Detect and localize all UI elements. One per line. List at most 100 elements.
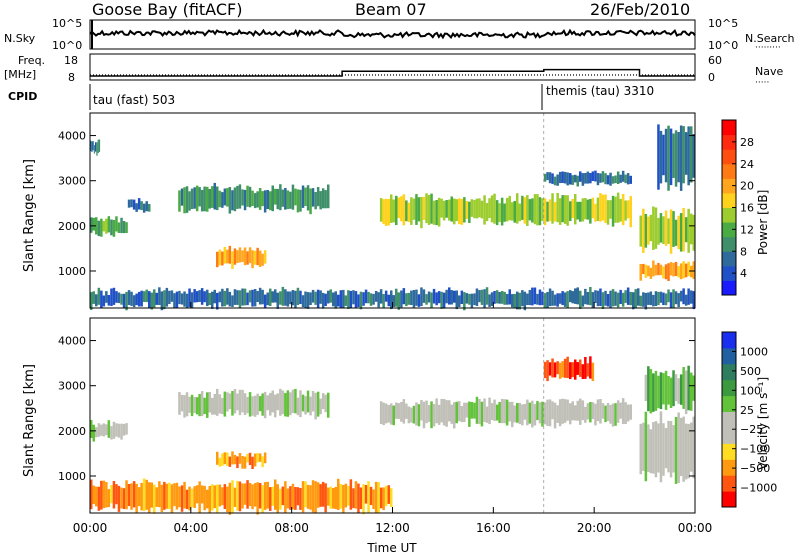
power-cell xyxy=(551,193,554,224)
power-cell xyxy=(657,124,660,190)
power-cell xyxy=(97,220,101,237)
power-cell xyxy=(616,292,620,308)
xtick-label: 08:00 xyxy=(274,521,309,535)
velocity-cell xyxy=(649,369,653,414)
velocity-cell xyxy=(226,452,229,466)
power-cell xyxy=(248,186,252,208)
velocity-cell xyxy=(263,452,267,464)
velocity-cell xyxy=(485,406,489,423)
velocity-cell xyxy=(266,481,269,509)
velocity-cell xyxy=(561,361,564,378)
power-cell xyxy=(425,294,428,305)
power-cell xyxy=(316,289,320,309)
power-cell xyxy=(321,292,325,309)
power-cell xyxy=(377,292,380,308)
velocity-cell xyxy=(286,488,290,509)
xtick-label: 00:00 xyxy=(678,521,713,535)
power-cell xyxy=(609,200,612,219)
power-cell xyxy=(246,185,249,207)
xtick-label: 12:00 xyxy=(375,521,410,535)
power-cell xyxy=(332,292,335,307)
power-cell xyxy=(276,188,279,210)
power-swatch xyxy=(722,265,736,281)
power-cell xyxy=(266,190,269,209)
power-cell xyxy=(402,288,406,305)
power-cell xyxy=(206,186,209,212)
power-ytick-label: 4000 xyxy=(58,130,86,143)
velocity-cell xyxy=(142,478,146,511)
power-cell xyxy=(511,202,514,221)
power-cell xyxy=(427,194,431,225)
velocity-cell xyxy=(490,403,494,420)
velocity-cell xyxy=(291,483,295,510)
power-swatch xyxy=(722,120,736,136)
power-cell xyxy=(674,261,678,276)
power-cell xyxy=(132,199,136,210)
velocity-cell xyxy=(475,396,479,424)
velocity-cell xyxy=(97,423,101,437)
power-cell xyxy=(495,290,499,304)
power-cell xyxy=(453,198,456,225)
power-cell xyxy=(687,261,690,277)
velocity-cell xyxy=(548,362,552,376)
velocity-cell xyxy=(566,356,569,378)
velocity-cell xyxy=(500,398,504,424)
velocity-cell xyxy=(672,425,675,473)
power-cell xyxy=(558,293,562,304)
power-cell xyxy=(395,288,398,307)
power-cell xyxy=(647,216,650,245)
velocity-cell xyxy=(314,481,317,514)
power-cell xyxy=(236,290,239,305)
power-cell xyxy=(682,208,685,252)
velocity-cell xyxy=(319,398,322,415)
power-cell xyxy=(611,289,615,307)
power-cell xyxy=(586,199,590,220)
power-cell xyxy=(642,208,645,253)
power-cell xyxy=(654,291,658,306)
power-cell xyxy=(437,197,441,227)
power-cell xyxy=(533,287,537,305)
station-title: Goose Bay (fitACF) xyxy=(92,0,242,19)
velocity-swatch xyxy=(722,332,736,349)
velocity-cell xyxy=(90,420,93,438)
power-cell xyxy=(130,291,133,306)
power-cell xyxy=(594,290,597,303)
power-cell xyxy=(488,198,491,219)
velocity-cell xyxy=(180,485,184,512)
power-cell xyxy=(460,290,464,304)
velocity-cell xyxy=(551,401,554,420)
velocity-tick-label: 100 xyxy=(740,384,761,397)
power-cell xyxy=(319,290,322,304)
velocity-cell xyxy=(677,378,680,404)
power-cell xyxy=(90,292,93,310)
xtick-label: 20:00 xyxy=(577,521,612,535)
power-cell xyxy=(291,290,295,306)
power-cell xyxy=(415,194,418,225)
power-cell xyxy=(145,289,148,303)
power-cell xyxy=(684,132,688,175)
power-cell xyxy=(536,293,539,305)
velocity-cell xyxy=(599,399,602,424)
velocity-cell xyxy=(405,403,408,419)
velocity-cell xyxy=(213,485,216,509)
power-cell xyxy=(188,191,191,211)
velocity-cell xyxy=(624,402,627,424)
velocity-cell xyxy=(274,479,277,510)
power-cell xyxy=(690,213,693,245)
power-cell xyxy=(579,201,582,222)
x-axis-label: Time UT xyxy=(366,541,417,554)
power-cell xyxy=(405,200,408,222)
velocity-cell xyxy=(422,401,426,429)
velocity-cell xyxy=(294,388,297,414)
power-cell xyxy=(417,197,421,222)
power-cell xyxy=(599,173,602,183)
velocity-cell xyxy=(185,489,189,509)
power-cell xyxy=(311,289,315,303)
velocity-cell xyxy=(412,405,416,424)
velocity-cell xyxy=(478,399,481,425)
velocity-cell xyxy=(200,485,204,504)
power-cell xyxy=(652,294,655,307)
power-cell xyxy=(684,263,688,278)
power-cell xyxy=(188,288,191,308)
power-cell xyxy=(314,192,317,210)
